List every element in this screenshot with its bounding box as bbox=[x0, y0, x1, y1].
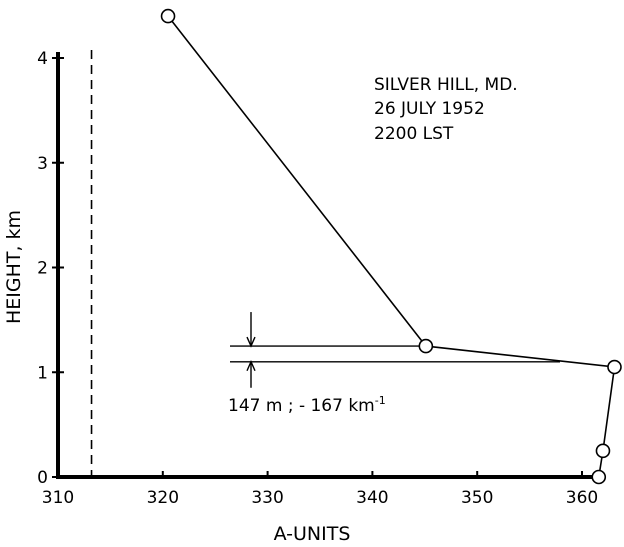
layer-arrow-down-head bbox=[246, 336, 256, 348]
annotation-line-2: 26 JULY 1952 bbox=[374, 99, 485, 119]
axes bbox=[52, 52, 603, 479]
x-tick-label: 320 bbox=[147, 488, 179, 508]
series-group bbox=[160, 8, 622, 485]
y-tick-label: 0 bbox=[37, 468, 48, 488]
y-tick-label: 3 bbox=[37, 154, 48, 174]
y-tick-label: 4 bbox=[37, 49, 48, 69]
x-tick-label: 360 bbox=[566, 488, 598, 508]
layer-arrow-up-head bbox=[246, 360, 256, 372]
annotation-line-1: SILVER HILL, MD. bbox=[374, 75, 518, 95]
layer-marker-group bbox=[230, 312, 560, 388]
x-axis-title: A-UNITS bbox=[274, 523, 351, 545]
y-axis-title: HEIGHT, km bbox=[3, 210, 25, 324]
y-tick-label: 2 bbox=[37, 259, 48, 279]
x-tick-label: 310 bbox=[42, 488, 74, 508]
data-point bbox=[607, 359, 622, 375]
tick-labels: 0 1 2 3 4 310 320 330 340 350 360 bbox=[37, 49, 598, 508]
data-point bbox=[418, 338, 434, 354]
y-tick-label: 1 bbox=[37, 363, 48, 383]
layer-label-text: 147 m ; - 167 km bbox=[228, 396, 375, 416]
data-point bbox=[160, 8, 176, 24]
x-tick-label: 350 bbox=[461, 488, 493, 508]
x-tick-label: 340 bbox=[356, 488, 388, 508]
annotation-line-3: 2200 LST bbox=[374, 124, 454, 144]
x-tick-label: 330 bbox=[251, 488, 283, 508]
layer-label: 147 m ; - 167 km-1 bbox=[228, 394, 386, 416]
data-point bbox=[591, 469, 607, 485]
layer-label-exponent: -1 bbox=[375, 394, 386, 407]
data-point bbox=[595, 443, 611, 459]
